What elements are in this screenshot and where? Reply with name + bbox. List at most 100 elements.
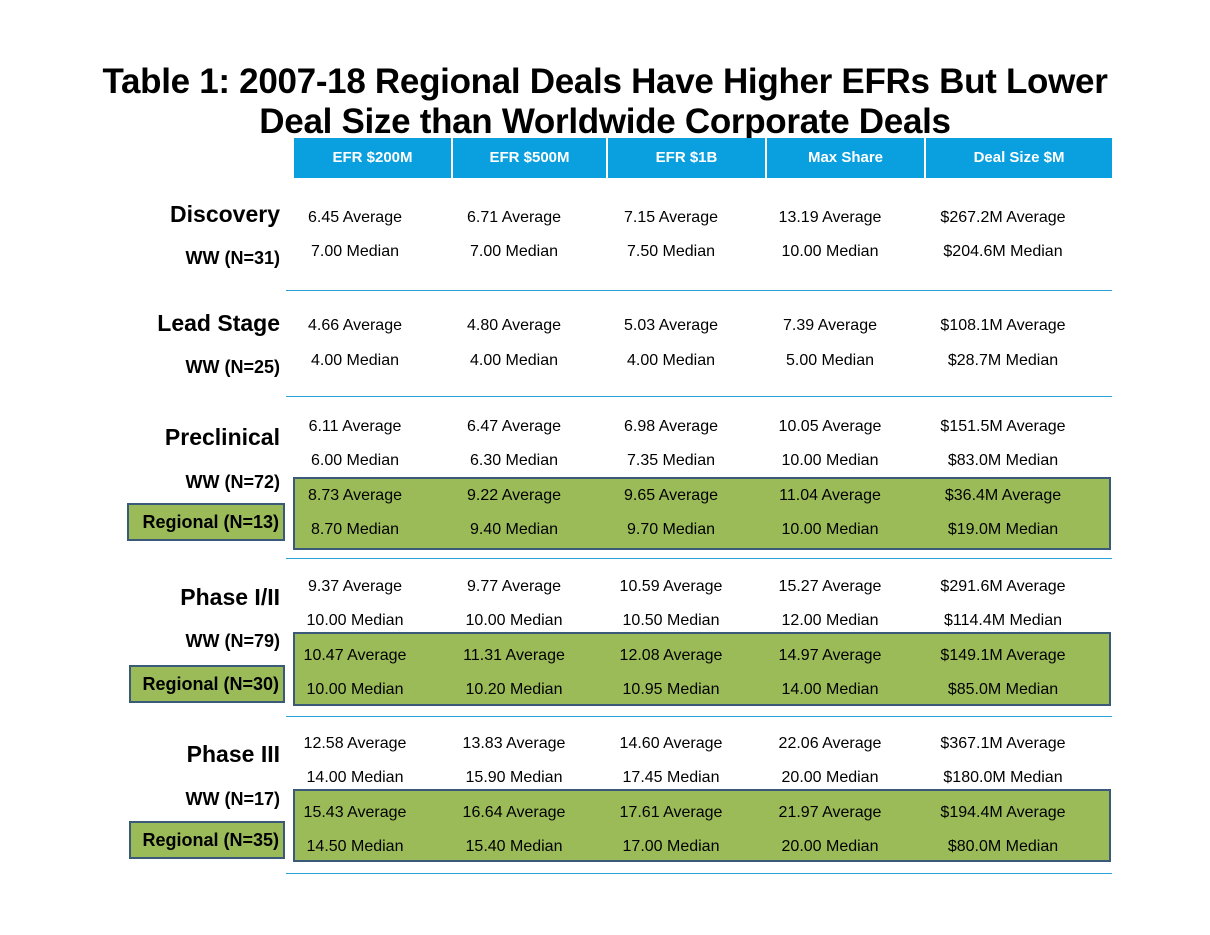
table-cell: $114.4M Median bbox=[944, 612, 1062, 629]
table-cell: 7.35 Median bbox=[626, 452, 716, 469]
regional-label-phase-iii: Regional (N=35) bbox=[129, 821, 285, 859]
table-cell: $267.2M Average bbox=[940, 209, 1066, 226]
table-cell: 14.60 Average bbox=[619, 735, 723, 752]
table-cell: 6.45 Average bbox=[307, 209, 402, 226]
table-cell: $19.0M Median bbox=[947, 521, 1059, 538]
stage-label-phase-i-ii: Phase I/II bbox=[180, 584, 280, 610]
table-cell: 7.00 Median bbox=[469, 243, 559, 260]
table-title-line-2: Deal Size than Worldwide Corporate Deals bbox=[259, 102, 951, 141]
table-cell: $85.0M Median bbox=[947, 681, 1059, 698]
table-cell: 21.97 Average bbox=[778, 804, 882, 821]
table-cell: 7.50 Median bbox=[626, 243, 716, 260]
stage-label-lead-stage: Lead Stage bbox=[157, 310, 280, 336]
table-cell: 11.31 Average bbox=[463, 647, 565, 664]
table-cell: 9.37 Average bbox=[307, 578, 402, 595]
table-cell: 10.95 Median bbox=[622, 681, 720, 698]
ww-label-discovery: WW (N=31) bbox=[185, 248, 281, 268]
table-cell: 6.47 Average bbox=[466, 418, 561, 435]
table-cell: 10.00 Median bbox=[306, 681, 404, 698]
table-cell: 5.03 Average bbox=[623, 317, 718, 334]
table-cell: 12.08 Average bbox=[619, 647, 723, 664]
table-cell: 12.00 Median bbox=[781, 612, 879, 629]
table-cell: $194.4M Average bbox=[940, 804, 1066, 821]
table-cell: $83.0M Median bbox=[947, 452, 1059, 469]
section-divider bbox=[286, 558, 1112, 559]
table-cell: 16.64 Average bbox=[462, 804, 566, 821]
table-cell: 20.00 Median bbox=[781, 838, 879, 855]
table-cell: 9.22 Average bbox=[466, 487, 561, 504]
table-cell: 8.70 Median bbox=[310, 521, 400, 538]
table-cell: 10.05 Average bbox=[778, 418, 882, 435]
section-divider bbox=[286, 290, 1112, 291]
regional-label-phase-i-ii: Regional (N=30) bbox=[129, 665, 285, 703]
table-cell: 8.73 Average bbox=[307, 487, 402, 504]
table-cell: 14.50 Median bbox=[306, 838, 404, 855]
regional-highlight-phase-iii bbox=[293, 789, 1111, 862]
table-cell: 4.66 Average bbox=[307, 317, 402, 334]
ww-label-phase-i-ii: WW (N=79) bbox=[185, 631, 281, 651]
table-cell: 14.00 Median bbox=[781, 681, 879, 698]
stage-label-preclinical: Preclinical bbox=[164, 424, 280, 450]
table-cell: 6.30 Median bbox=[469, 452, 559, 469]
table-cell: 4.00 Median bbox=[626, 352, 716, 369]
stage-label-phase-iii: Phase III bbox=[186, 741, 280, 767]
table-cell: 22.06 Average bbox=[778, 735, 882, 752]
stage-label-discovery: Discovery bbox=[170, 201, 280, 227]
column-header-efr-200m: EFR $200M bbox=[294, 138, 451, 178]
table-cell: 11.04 Average bbox=[779, 487, 881, 504]
regional-label-preclinical: Regional (N=13) bbox=[127, 503, 285, 541]
table-cell: $28.7M Median bbox=[947, 352, 1059, 369]
column-header-efr-500m: EFR $500M bbox=[453, 138, 606, 178]
regional-highlight-phase-i-ii bbox=[293, 632, 1111, 706]
column-header-efr-1b: EFR $1B bbox=[608, 138, 765, 178]
table-cell: $108.1M Average bbox=[940, 317, 1066, 334]
table-cell: $180.0M Median bbox=[943, 769, 1063, 786]
table-cell: 10.59 Average bbox=[619, 578, 723, 595]
table-cell: 10.50 Median bbox=[622, 612, 720, 629]
section-divider bbox=[286, 396, 1112, 397]
table-cell: 12.58 Average bbox=[303, 735, 407, 752]
regional-highlight-preclinical bbox=[293, 477, 1111, 550]
table-cell: 9.65 Average bbox=[623, 487, 718, 504]
table-cell: 9.70 Median bbox=[626, 521, 716, 538]
table-title-line-1: Table 1: 2007-18 Regional Deals Have Hig… bbox=[102, 62, 1108, 101]
table-cell: 10.00 Median bbox=[781, 521, 879, 538]
table-cell: $80.0M Median bbox=[947, 838, 1059, 855]
table-cell: 10.00 Median bbox=[781, 243, 879, 260]
ww-label-phase-iii: WW (N=17) bbox=[185, 789, 281, 809]
table-cell: 4.00 Median bbox=[310, 352, 400, 369]
table-cell: 13.19 Average bbox=[778, 209, 882, 226]
table-cell: 10.00 Median bbox=[465, 612, 563, 629]
table-cell: 9.77 Average bbox=[466, 578, 561, 595]
table-cell: 4.00 Median bbox=[469, 352, 559, 369]
table-cell: 6.11 Average bbox=[308, 418, 402, 435]
table-cell: 10.20 Median bbox=[465, 681, 563, 698]
ww-label-preclinical: WW (N=72) bbox=[185, 472, 281, 492]
ww-label-lead-stage: WW (N=25) bbox=[185, 357, 281, 377]
table-cell: 17.00 Median bbox=[622, 838, 720, 855]
table-cell: $149.1M Average bbox=[940, 647, 1066, 664]
table-cell: 15.90 Median bbox=[465, 769, 563, 786]
table-cell: 10.47 Average bbox=[303, 647, 407, 664]
table-cell: 6.00 Median bbox=[310, 452, 400, 469]
section-divider bbox=[286, 716, 1112, 717]
section-divider bbox=[286, 873, 1112, 874]
table-cell: 14.97 Average bbox=[778, 647, 882, 664]
table-cell: 7.15 Average bbox=[623, 209, 718, 226]
table-cell: 6.98 Average bbox=[623, 418, 718, 435]
table-cell: $204.6M Median bbox=[943, 243, 1063, 260]
table-cell: $151.5M Average bbox=[940, 418, 1066, 435]
table-cell: 14.00 Median bbox=[306, 769, 404, 786]
table-cell: 7.00 Median bbox=[310, 243, 400, 260]
table-cell: $291.6M Average bbox=[940, 578, 1066, 595]
table-cell: 4.80 Average bbox=[466, 317, 561, 334]
table-cell: 13.83 Average bbox=[462, 735, 566, 752]
table-cell: 20.00 Median bbox=[781, 769, 879, 786]
column-header-max-share: Max Share bbox=[767, 138, 924, 178]
table-cell: 5.00 Median bbox=[785, 352, 875, 369]
table-cell: 6.71 Average bbox=[466, 209, 561, 226]
table-cell: 15.27 Average bbox=[778, 578, 882, 595]
table-cell: 7.39 Average bbox=[782, 317, 877, 334]
table-cell: 9.40 Median bbox=[469, 521, 559, 538]
table-cell: 17.61 Average bbox=[619, 804, 723, 821]
